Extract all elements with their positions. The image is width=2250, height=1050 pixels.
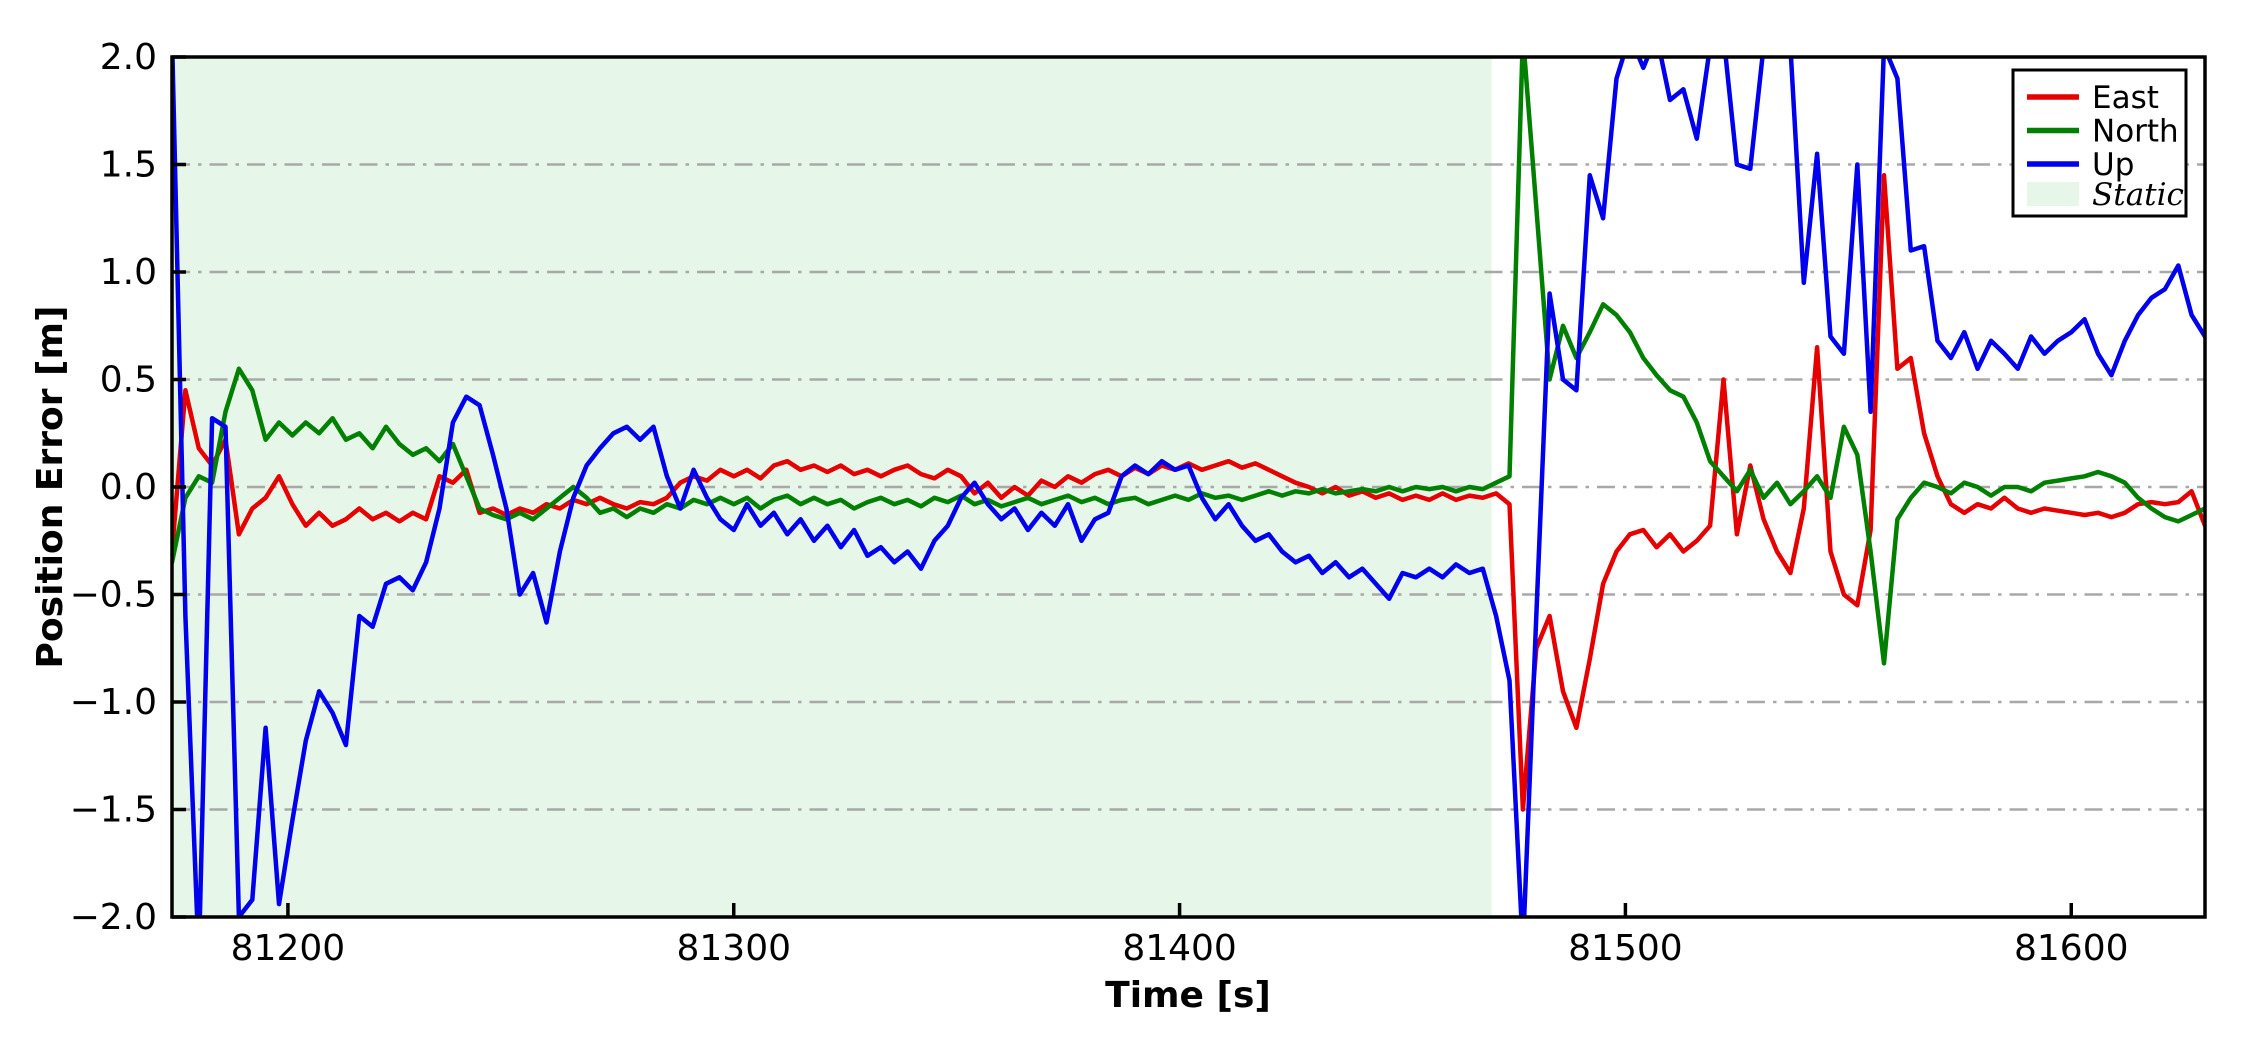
series-line-north [172,57,2205,666]
axis-ticks [172,55,2073,919]
y-tick-label: −0.5 [70,575,157,616]
x-tick-label: 81300 [676,928,791,969]
y-tick-labels: −2.0 −1.5 −1.0 −0.5 0.0 0.5 1.0 1.5 2.0 [70,37,157,938]
y-tick-label: 1.5 [100,145,157,186]
x-tick-labels: 81200 81300 81400 81500 81600 [231,928,2129,969]
y-tick-label: 1.0 [100,252,157,293]
x-tick-label: 81400 [1122,928,1237,969]
y-tick-label: −1.5 [70,790,157,831]
data-series [172,57,2205,917]
gridlines [172,163,2205,811]
y-axis-label: Position Error [m] [30,306,71,669]
y-tick-label: 2.0 [100,37,157,78]
y-tick-label: 0.0 [100,467,157,508]
legend-patch-static-icon [2027,182,2079,206]
legend-label-north: North [2092,114,2179,150]
x-axis-label: Time [s] [1105,975,1271,1016]
y-tick-label: 0.5 [100,360,157,401]
x-tick-label: 81500 [1568,928,1683,969]
x-tick-label: 81600 [2014,928,2129,969]
x-tick-label: 81200 [231,928,346,969]
series-line-up [172,57,2205,917]
legend-label-east: East [2092,80,2159,116]
legend-label-up: Up [2092,147,2134,183]
legend-label-static: Static [2092,177,2184,213]
y-tick-label: −2.0 [70,897,157,938]
y-tick-label: −1.0 [70,682,157,723]
